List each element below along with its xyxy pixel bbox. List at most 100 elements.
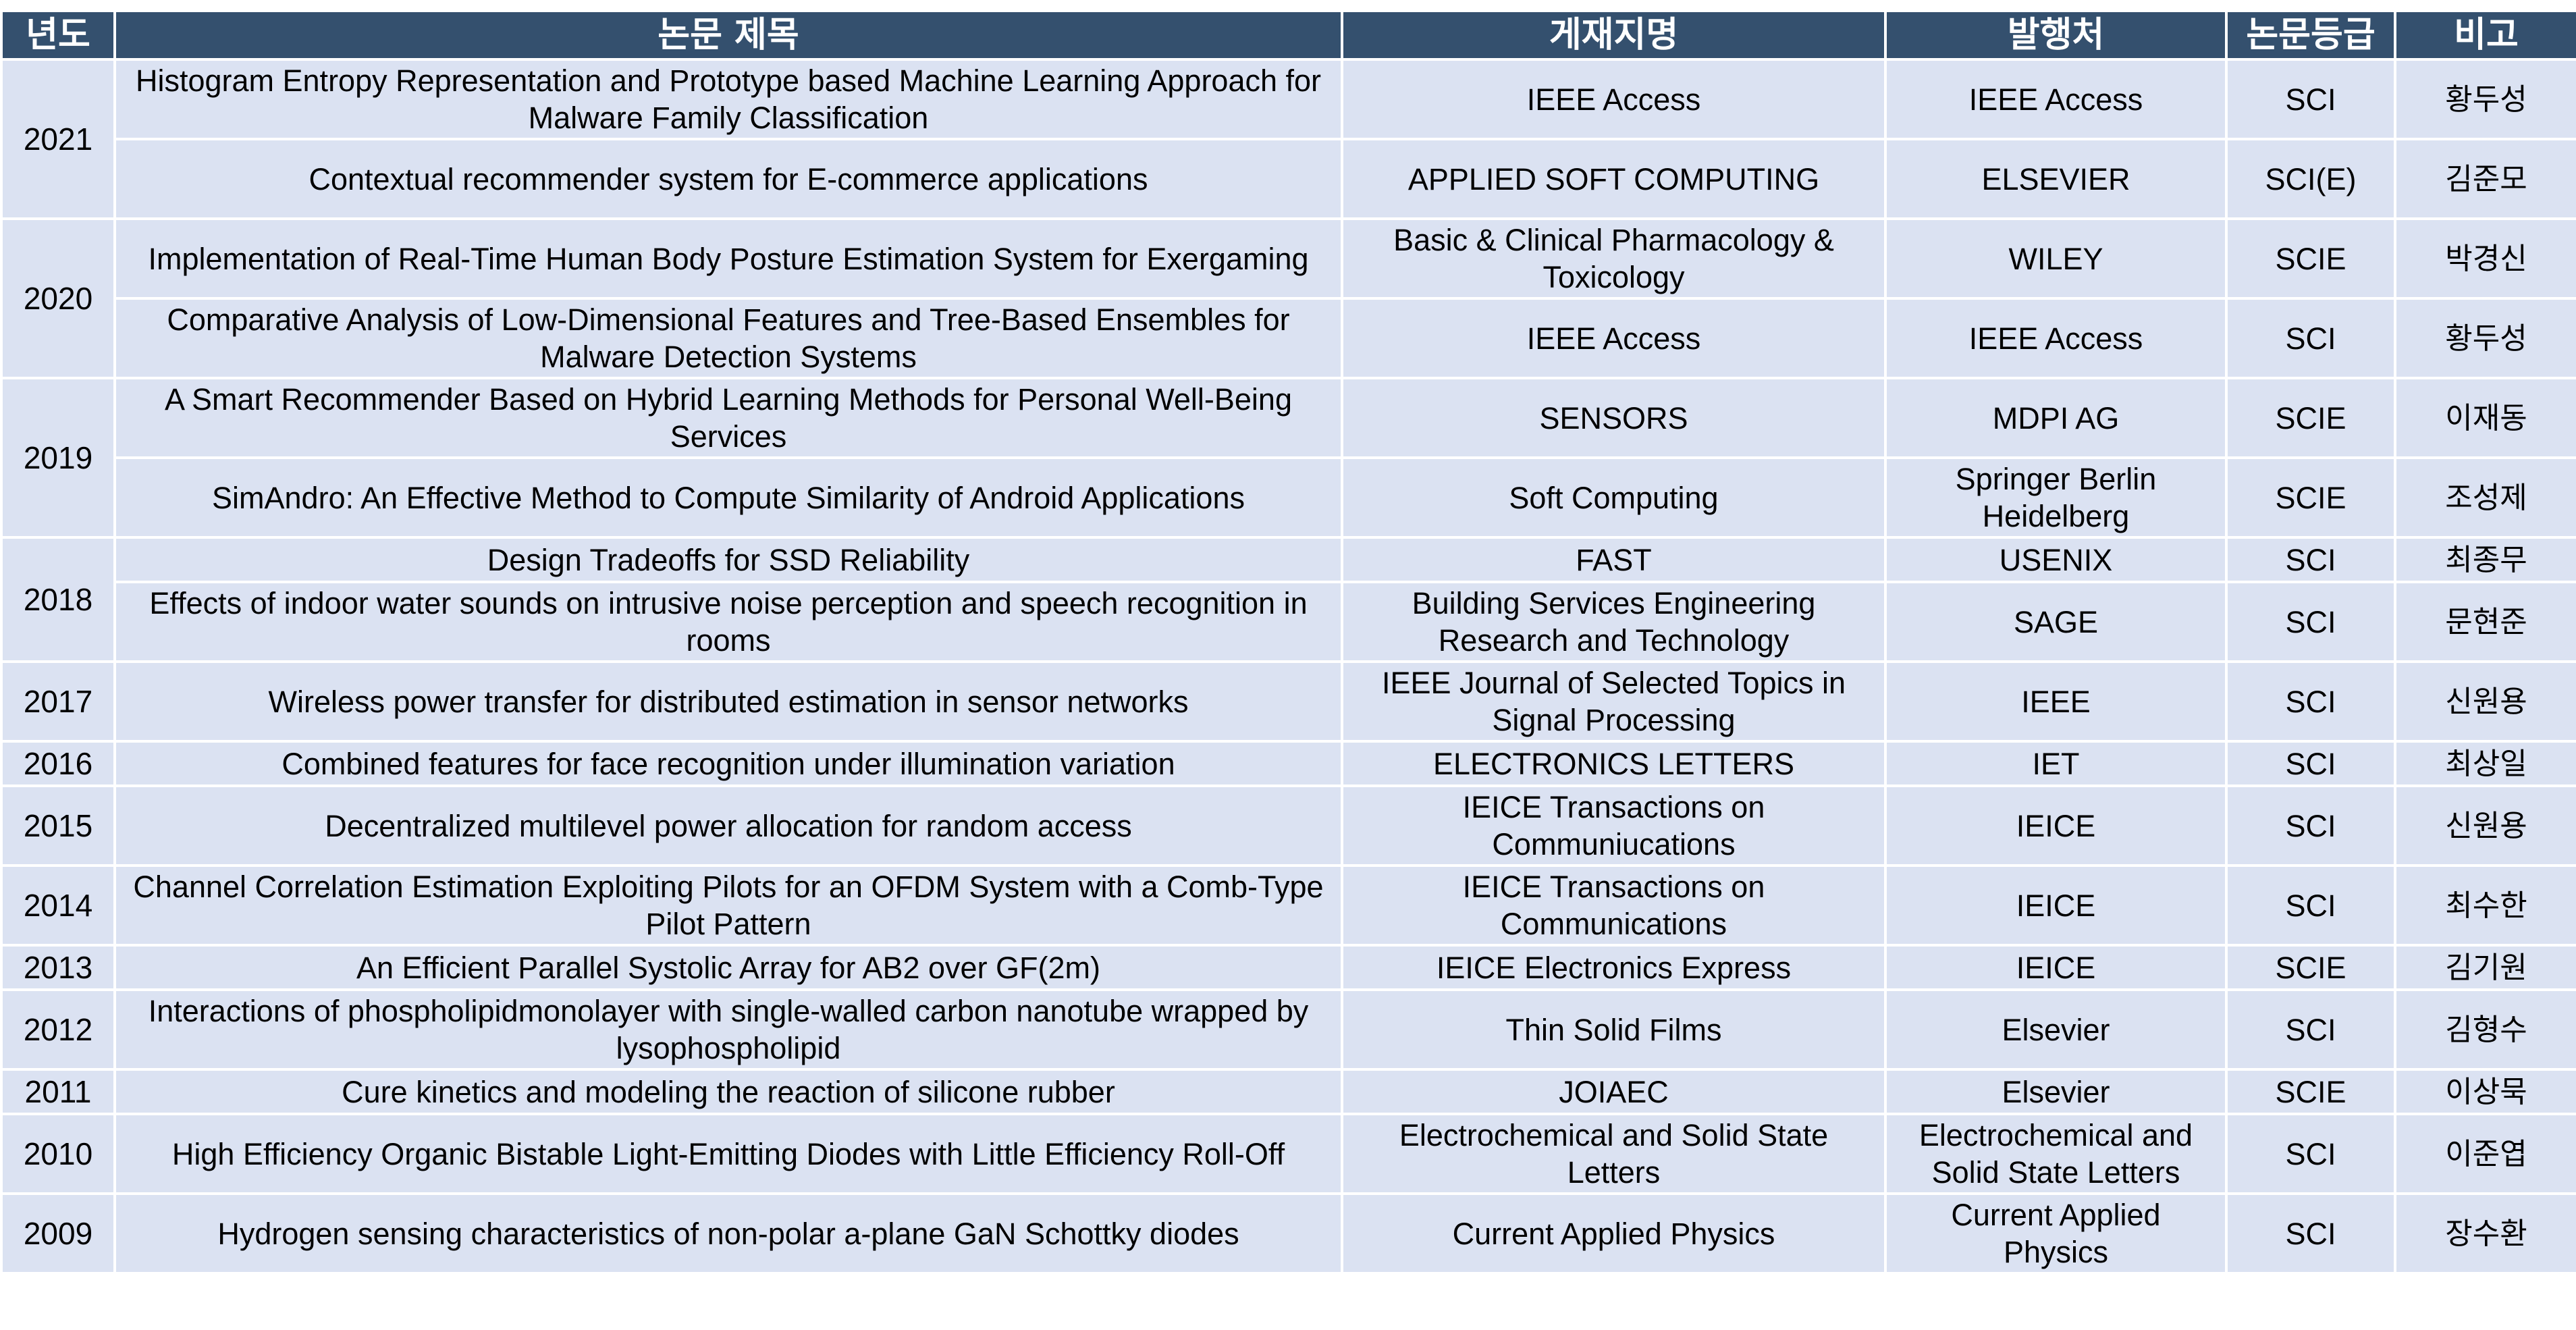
table-row: 2012 Interactions of phospholipidmonolay… bbox=[0, 988, 2576, 1071]
table-row: 2011 Cure kinetics and modeling the reac… bbox=[0, 1068, 2576, 1115]
title-cell: Histogram Entropy Representation and Pro… bbox=[113, 58, 1343, 140]
publisher-cell: IEICE bbox=[1884, 944, 2228, 991]
table-row: 2021 Histogram Entropy Representation an… bbox=[0, 58, 2576, 220]
publisher-cell: WILEY bbox=[1884, 217, 2228, 300]
header-year: 년도 bbox=[0, 9, 116, 61]
note-cell: 최종무 bbox=[2394, 536, 2576, 583]
publication-table: 년도 논문 제목 게재지명 발행처 논문등급 비고 2021 Histogram… bbox=[0, 9, 2576, 1275]
grade-cell: SCIE bbox=[2225, 217, 2396, 300]
table-row: SimAndro: An Effective Method to Compute… bbox=[1, 456, 2576, 539]
journal-cell: APPLIED SOFT COMPUTING bbox=[1341, 138, 1887, 220]
publisher-cell: Elsevier bbox=[1884, 1068, 2228, 1115]
grade-cell: SCI bbox=[2225, 988, 2396, 1071]
grade-cell: SCI bbox=[2225, 536, 2396, 583]
journal-cell: Soft Computing bbox=[1341, 456, 1887, 539]
year-cell: 2013 bbox=[0, 944, 116, 991]
title-cell: An Efficient Parallel Systolic Array for… bbox=[113, 944, 1343, 991]
grade-cell: SCI bbox=[2225, 1192, 2396, 1275]
year-cell: 2018 bbox=[0, 536, 116, 663]
journal-cell: IEEE Access bbox=[1341, 58, 1887, 140]
table-row: 2010 High Efficiency Organic Bistable Li… bbox=[0, 1113, 2576, 1195]
note-cell: 이준엽 bbox=[2394, 1113, 2576, 1195]
table-row: 2016 Combined features for face recognit… bbox=[0, 740, 2576, 787]
publisher-cell: USENIX bbox=[1884, 536, 2228, 583]
title-cell: Channel Correlation Estimation Exploitin… bbox=[113, 864, 1343, 947]
grade-cell: SCIE bbox=[2225, 456, 2396, 539]
title-cell: Effects of indoor water sounds on intrus… bbox=[113, 581, 1343, 663]
journal-cell: IEICE Transactions on Communications bbox=[1341, 864, 1887, 947]
year-cell: 2017 bbox=[0, 660, 116, 743]
year-cell: 2010 bbox=[0, 1113, 116, 1195]
journal-cell: Building Services Engineering Research a… bbox=[1341, 581, 1887, 663]
title-cell: Interactions of phospholipidmonolayer wi… bbox=[113, 988, 1343, 1071]
note-cell: 김형수 bbox=[2394, 988, 2576, 1071]
note-cell: 신원용 bbox=[2394, 660, 2576, 743]
grade-cell: SCI bbox=[2225, 1113, 2396, 1195]
note-cell: 최수한 bbox=[2394, 864, 2576, 947]
journal-cell: SENSORS bbox=[1341, 377, 1887, 459]
table-row: 2020 Implementation of Real-Time Human B… bbox=[0, 217, 2576, 379]
journal-cell: FAST bbox=[1341, 536, 1887, 583]
year-cell: 2021 bbox=[0, 58, 116, 220]
publisher-cell: Current Applied Physics bbox=[1884, 1192, 2228, 1275]
table-row: 2018 Design Tradeoffs for SSD Reliabilit… bbox=[0, 536, 2576, 663]
note-cell: 이상묵 bbox=[2394, 1068, 2576, 1115]
journal-cell: ELECTRONICS LETTERS bbox=[1341, 740, 1887, 787]
journal-cell: IEEE Access bbox=[1341, 297, 1887, 379]
journal-cell: IEEE Journal of Selected Topics in Signa… bbox=[1341, 660, 1887, 743]
publisher-cell: Springer Berlin Heidelberg bbox=[1884, 456, 2228, 539]
publisher-cell: IEEE bbox=[1884, 660, 2228, 743]
year-cell: 2011 bbox=[0, 1068, 116, 1115]
publisher-cell: IEICE bbox=[1884, 784, 2228, 867]
year-cell: 2009 bbox=[0, 1192, 116, 1275]
year-cell: 2012 bbox=[0, 988, 116, 1071]
title-cell: SimAndro: An Effective Method to Compute… bbox=[113, 456, 1343, 539]
table-row: 2014 Channel Correlation Estimation Expl… bbox=[0, 864, 2576, 947]
publisher-cell: IEICE bbox=[1884, 864, 2228, 947]
title-cell: Combined features for face recognition u… bbox=[113, 740, 1343, 787]
note-cell: 박경신 bbox=[2394, 217, 2576, 300]
grade-cell: SCIE bbox=[2225, 377, 2396, 459]
note-cell: 최상일 bbox=[2394, 740, 2576, 787]
table-row: 2017 Wireless power transfer for distrib… bbox=[0, 660, 2576, 743]
publication-table-container: 년도 논문 제목 게재지명 발행처 논문등급 비고 2021 Histogram… bbox=[0, 9, 2576, 1275]
note-cell: 김준모 bbox=[2394, 138, 2576, 220]
note-cell: 김기원 bbox=[2394, 944, 2576, 991]
publisher-cell: IEEE Access bbox=[1884, 58, 2228, 140]
grade-cell: SCI bbox=[2225, 297, 2396, 379]
note-cell: 황두성 bbox=[2394, 297, 2576, 379]
grade-cell: SCI bbox=[2225, 660, 2396, 743]
title-cell: Contextual recommender system for E-comm… bbox=[113, 138, 1343, 220]
note-cell: 신원용 bbox=[2394, 784, 2576, 867]
grade-cell: SCI bbox=[2225, 58, 2396, 140]
grade-cell: SCI bbox=[2225, 864, 2396, 947]
title-cell: Design Tradeoffs for SSD Reliability bbox=[113, 536, 1343, 583]
grade-cell: SCI(E) bbox=[2225, 138, 2396, 220]
title-cell: Comparative Analysis of Low-Dimensional … bbox=[113, 297, 1343, 379]
publisher-cell: Elsevier bbox=[1884, 988, 2228, 1071]
note-cell: 이재동 bbox=[2394, 377, 2576, 459]
title-cell: Wireless power transfer for distributed … bbox=[113, 660, 1343, 743]
journal-cell: Electrochemical and Solid State Letters bbox=[1341, 1113, 1887, 1195]
note-cell: 황두성 bbox=[2394, 58, 2576, 140]
grade-cell: SCI bbox=[2225, 784, 2396, 867]
title-cell: Cure kinetics and modeling the reaction … bbox=[113, 1068, 1343, 1115]
grade-cell: SCIE bbox=[2225, 1068, 2396, 1115]
year-cell: 2015 bbox=[0, 784, 116, 867]
title-cell: Hydrogen sensing characteristics of non-… bbox=[113, 1192, 1343, 1275]
title-cell: Implementation of Real-Time Human Body P… bbox=[113, 217, 1343, 300]
title-cell: A Smart Recommender Based on Hybrid Lear… bbox=[113, 377, 1343, 459]
journal-cell: Current Applied Physics bbox=[1341, 1192, 1887, 1275]
journal-cell: IEICE Transactions on Communiucations bbox=[1341, 784, 1887, 867]
publisher-cell: IEEE Access bbox=[1884, 297, 2228, 379]
title-cell: High Efficiency Organic Bistable Light-E… bbox=[113, 1113, 1343, 1195]
grade-cell: SCI bbox=[2225, 740, 2396, 787]
grade-cell: SCI bbox=[2225, 581, 2396, 663]
table-row: 2013 An Efficient Parallel Systolic Arra… bbox=[0, 944, 2576, 991]
journal-cell: Thin Solid Films bbox=[1341, 988, 1887, 1071]
publisher-cell: Electrochemical and Solid State Letters bbox=[1884, 1113, 2228, 1195]
table-row: 2019 A Smart Recommender Based on Hybrid… bbox=[0, 377, 2576, 539]
grade-cell: SCIE bbox=[2225, 944, 2396, 991]
header-publisher: 발행처 bbox=[1884, 9, 2228, 61]
publisher-cell: ELSEVIER bbox=[1884, 138, 2228, 220]
